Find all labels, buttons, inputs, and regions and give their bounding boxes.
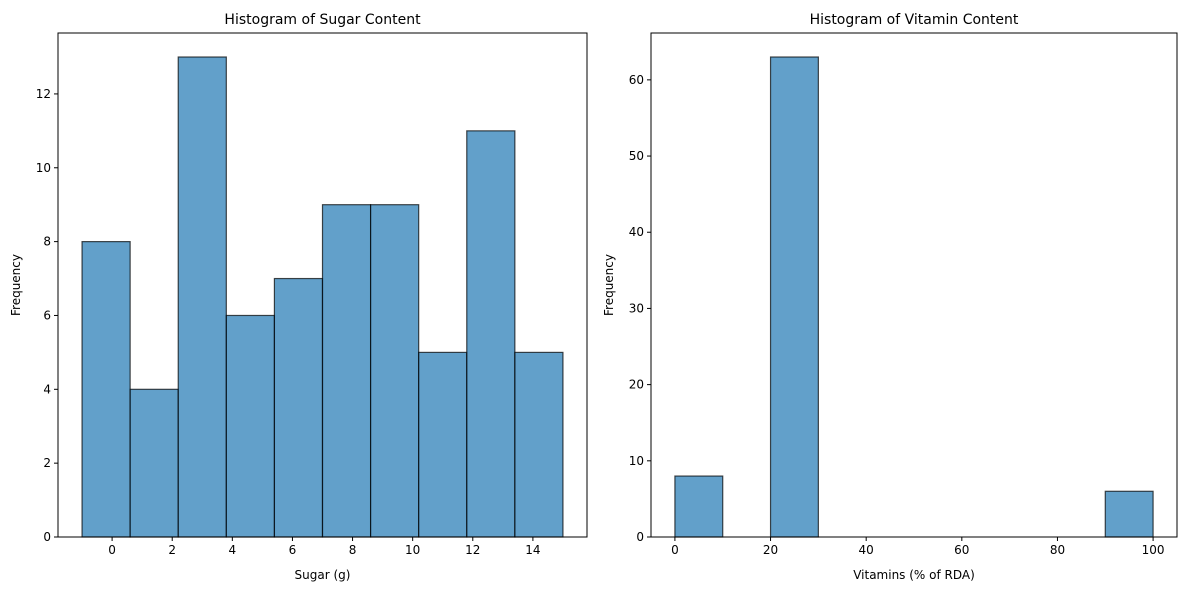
- sugar-x-axis-label: Sugar (g): [295, 568, 351, 582]
- sugar-histogram-bar: [225, 314, 276, 538]
- vitamin-histogram-panel: 0 20 40 60 80 100 0 10 20 30 40 50 60 Histogram of Vi…: [602, 12, 1178, 582]
- vitamin-y-tick-label: 50: [629, 149, 644, 163]
- sugar-x-tick-label: 0: [108, 543, 116, 557]
- vitamin-x-tick-label: 0: [671, 543, 679, 557]
- sugar-y-tick-label: 10: [36, 161, 51, 175]
- vitamin-y-tick-label: 60: [629, 73, 644, 87]
- vitamin-histogram-bar: [674, 475, 724, 538]
- vitamin-y-tick-label: 10: [629, 454, 644, 468]
- vitamin-x-tick-label: 100: [1142, 543, 1165, 557]
- sugar-y-tick-label: 4: [43, 382, 51, 396]
- vitamin-histogram-bar: [1104, 490, 1154, 538]
- sugar-chart-title: Histogram of Sugar Content: [224, 12, 421, 28]
- sugar-y-axis-label: Frequency: [9, 254, 23, 316]
- vitamin-x-tick-label: 80: [1050, 543, 1065, 557]
- sugar-y-tick-label: 12: [36, 87, 51, 101]
- sugar-histogram-bar: [321, 204, 372, 538]
- vitamin-y-tick-label: 30: [629, 301, 644, 315]
- sugar-y-tick-label: 2: [43, 456, 51, 470]
- sugar-x-tick-label: 8: [349, 543, 357, 557]
- vitamin-x-axis-label: Vitamins (% of RDA): [853, 568, 975, 582]
- sugar-x-tick-label: 12: [465, 543, 480, 557]
- sugar-x-tick-label: 10: [405, 543, 420, 557]
- sugar-histogram-bar: [273, 277, 324, 538]
- vitamin-axes-frame: [650, 32, 1178, 538]
- vitamin-y-tick-label: 40: [629, 225, 644, 239]
- sugar-histogram-bar: [369, 204, 420, 538]
- sugar-x-tick-label: 4: [229, 543, 237, 557]
- sugar-histogram-bar: [418, 351, 468, 538]
- vitamin-y-tick-label: 20: [629, 378, 644, 392]
- sugar-y-tick-label: 8: [43, 235, 51, 249]
- vitamin-y-tick-label: 0: [636, 530, 644, 544]
- sugar-x-tick-label: 6: [289, 543, 297, 557]
- sugar-histogram-panel: 0 2 4 6 8 10 12 14 0 2 4 6 8 10 12 Histogram of Sugar C…: [9, 12, 588, 582]
- vitamin-x-tick-label: 20: [763, 543, 778, 557]
- sugar-axes-frame: [57, 32, 588, 538]
- vitamin-y-axis-label: Frequency: [602, 254, 616, 316]
- sugar-histogram-bar: [466, 130, 516, 538]
- sugar-x-tick-label: 14: [525, 543, 540, 557]
- vitamin-x-tick-label: 60: [954, 543, 969, 557]
- sugar-y-tick-label: 6: [43, 308, 51, 322]
- sugar-histogram-bar: [177, 56, 227, 538]
- sugar-x-tick-label: 2: [168, 543, 176, 557]
- sugar-y-tick-label: 0: [43, 530, 51, 544]
- vitamin-histogram-bar: [769, 56, 819, 538]
- sugar-histogram-bar: [81, 241, 131, 538]
- sugar-histogram-bar: [514, 351, 564, 538]
- vitamin-x-tick-label: 40: [859, 543, 874, 557]
- vitamin-chart-title: Histogram of Vitamin Content: [810, 12, 1019, 28]
- sugar-histogram-bar: [129, 388, 179, 538]
